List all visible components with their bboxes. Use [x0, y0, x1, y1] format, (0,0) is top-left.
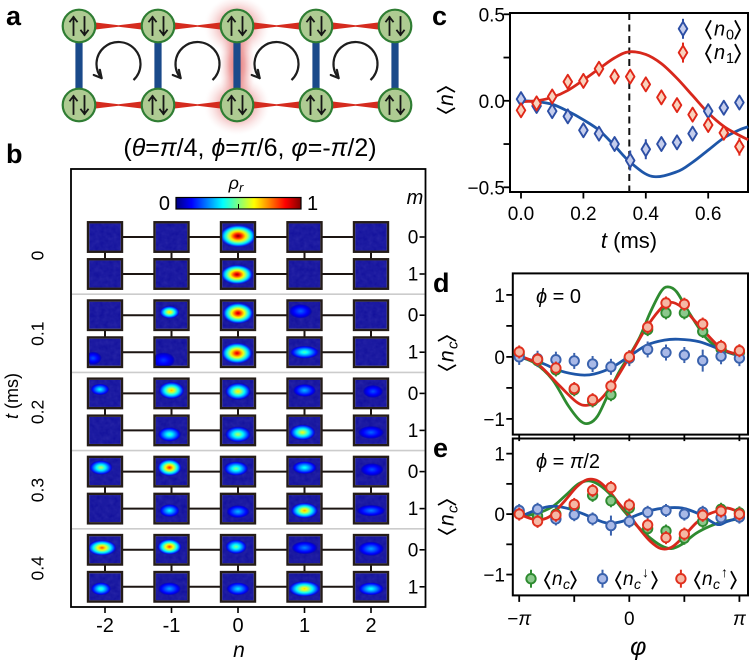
svg-text:0.1: 0.1 [28, 322, 48, 346]
svg-text:0: 0 [408, 540, 419, 561]
svg-text:1: 1 [307, 193, 318, 215]
svg-text:1: 1 [494, 445, 505, 466]
svg-text:0: 0 [624, 609, 635, 630]
svg-text:n: n [702, 569, 713, 590]
svg-text:↑: ↑ [721, 564, 728, 580]
svg-text:ϕ = 0: ϕ = 0 [536, 286, 581, 308]
svg-text:ϕ = π/2: ϕ = π/2 [536, 451, 600, 473]
svg-text:0.0: 0.0 [479, 92, 505, 113]
svg-text:n: n [435, 94, 458, 106]
svg-text:1: 1 [408, 343, 419, 364]
svg-text:0.4: 0.4 [633, 204, 660, 225]
svg-text:0: 0 [494, 505, 505, 526]
svg-text:−1: −1 [483, 566, 505, 587]
svg-text:0: 0 [232, 615, 243, 637]
svg-text:1: 1 [299, 615, 310, 637]
svg-text:π: π [733, 609, 747, 630]
svg-text:0.3: 0.3 [28, 478, 48, 502]
svg-text:-2: -2 [96, 615, 114, 637]
svg-text:0.5: 0.5 [479, 5, 505, 26]
svg-text:0: 0 [494, 348, 505, 369]
svg-text:ρr: ρr [228, 173, 244, 195]
svg-text:c: c [634, 576, 641, 592]
svg-text:c: c [563, 576, 570, 592]
svg-text:n: n [436, 514, 459, 526]
svg-text:c: c [432, 1, 447, 31]
svg-text:1: 1 [408, 577, 419, 598]
svg-text:1: 1 [494, 286, 505, 307]
svg-text:d: d [433, 268, 450, 298]
svg-text:n: n [233, 639, 245, 662]
svg-text:1: 1 [408, 265, 419, 286]
svg-text:(θ=π/4, ϕ=π/6, φ=-π/2): (θ=π/4, ϕ=π/6, φ=-π/2) [123, 134, 376, 162]
svg-text:n: n [623, 569, 634, 590]
svg-text:n: n [714, 42, 725, 64]
svg-text:↓: ↓ [642, 564, 649, 580]
svg-text:1: 1 [726, 51, 734, 67]
svg-text:1: 1 [408, 499, 419, 520]
svg-text:0: 0 [408, 306, 419, 327]
svg-text:0.2: 0.2 [28, 400, 48, 424]
svg-text:0: 0 [408, 462, 419, 483]
svg-text:−0.5: −0.5 [467, 178, 505, 199]
svg-text:c: c [445, 341, 462, 349]
svg-text:0.2: 0.2 [570, 204, 596, 225]
svg-text:a: a [6, 1, 22, 31]
svg-text:0: 0 [408, 384, 419, 405]
svg-text:n: n [714, 18, 725, 40]
svg-text:e: e [433, 433, 448, 463]
svg-text:0: 0 [159, 193, 170, 215]
svg-text:0: 0 [28, 250, 48, 260]
svg-text:−π: −π [507, 609, 532, 630]
svg-text:t (ms): t (ms) [2, 373, 22, 419]
svg-text:0.6: 0.6 [695, 204, 721, 225]
svg-text:c: c [445, 505, 462, 513]
svg-text:n: n [552, 569, 563, 590]
svg-text:t (ms): t (ms) [601, 228, 657, 253]
svg-text:b: b [6, 139, 23, 169]
svg-text:2: 2 [365, 615, 376, 637]
svg-text:0.0: 0.0 [508, 204, 534, 225]
svg-text:0: 0 [408, 228, 419, 249]
svg-text:c: c [713, 576, 720, 592]
svg-text:n: n [436, 350, 459, 362]
svg-text:φ: φ [630, 633, 646, 661]
svg-text:m: m [407, 187, 424, 209]
svg-text:0: 0 [726, 27, 734, 43]
svg-text:0.4: 0.4 [28, 556, 48, 581]
svg-text:1: 1 [408, 421, 419, 442]
svg-text:−1: −1 [483, 410, 505, 431]
svg-text:-1: -1 [163, 615, 181, 637]
